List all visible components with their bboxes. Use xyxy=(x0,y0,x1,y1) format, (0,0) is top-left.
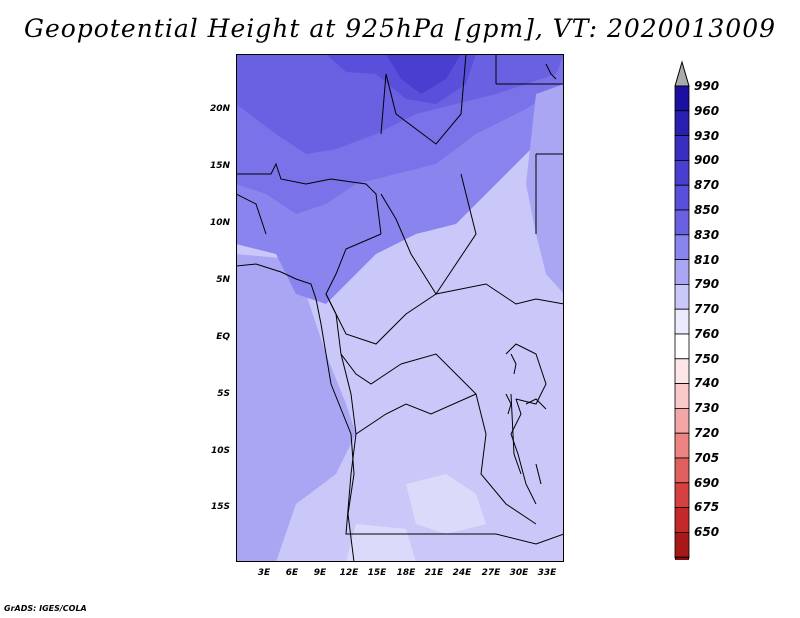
colorbar-arrow-top xyxy=(674,60,690,87)
colorbar-segment xyxy=(674,457,690,484)
colorbar-segment xyxy=(674,383,690,409)
colorbar-arrow-bottom xyxy=(674,556,690,560)
colorbar-segment xyxy=(674,407,690,434)
map-frame xyxy=(236,54,564,562)
colorbar-label-990: 990 xyxy=(694,79,720,93)
colorbar-segment xyxy=(674,482,690,508)
colorbar-label-900: 900 xyxy=(694,153,720,167)
colorbar-label-720: 720 xyxy=(694,426,720,440)
colorbar-label-790: 790 xyxy=(694,277,720,291)
colorbar-label-770: 770 xyxy=(694,302,720,316)
colorbar-segment xyxy=(674,259,690,285)
lon-label-9e: 9E xyxy=(313,568,327,578)
shade-930 xyxy=(386,54,461,94)
colorbar-segment xyxy=(674,507,690,533)
map-panel xyxy=(236,54,564,562)
lat-label-10s: 10S xyxy=(210,446,230,456)
colorbar-segment xyxy=(674,308,690,335)
colorbar-segment xyxy=(674,333,690,360)
lat-label-10n: 10N xyxy=(209,218,230,228)
colorbar-label-830: 830 xyxy=(694,228,720,242)
colorbar-segment xyxy=(674,283,690,310)
country-borders xyxy=(236,54,564,545)
shade-790-south xyxy=(406,474,486,534)
colorbar-label-650: 650 xyxy=(694,525,720,539)
colorbar-label-810: 810 xyxy=(694,253,720,267)
colorbar-label-740: 740 xyxy=(694,376,720,390)
colorbar-segment xyxy=(674,432,690,459)
lon-label-15e: 15E xyxy=(367,568,387,578)
shade-790-southwest xyxy=(346,524,416,562)
colorbar-label-690: 690 xyxy=(694,476,720,490)
lat-label-15n: 15N xyxy=(209,161,230,171)
height-field-map xyxy=(236,54,564,562)
lat-label-eq: EQ xyxy=(216,332,230,342)
lat-label-15s: 15S xyxy=(210,502,230,512)
colorbar-label-930: 930 xyxy=(694,129,720,143)
coastline xyxy=(236,263,355,562)
lat-label-20n: 20N xyxy=(209,104,230,114)
colorbar-segment xyxy=(674,160,690,186)
lat-label-5n: 5N xyxy=(216,275,230,285)
colorbar-label-705: 705 xyxy=(694,451,720,465)
colorbar-label-760: 760 xyxy=(694,327,720,341)
lon-label-27e: 27E xyxy=(481,568,501,578)
lon-label-30e: 30E xyxy=(509,568,529,578)
colorbar-label-675: 675 xyxy=(694,500,720,514)
ocean-shade xyxy=(236,254,356,562)
lon-label-24e: 24E xyxy=(452,568,472,578)
colorbar-label-850: 850 xyxy=(694,203,720,217)
lon-label-6e: 6E xyxy=(285,568,299,578)
colorbar-label-750: 750 xyxy=(694,352,720,366)
grads-credit: GrADS: IGES/COLA xyxy=(4,604,87,613)
colorbar-segment xyxy=(674,135,690,161)
colorbar xyxy=(674,60,690,560)
colorbar-label-730: 730 xyxy=(694,401,720,415)
colorbar-segment xyxy=(674,358,690,384)
colorbar-label-960: 960 xyxy=(694,104,720,118)
map-title: Geopotential Height at 925hPa [gpm], VT:… xyxy=(23,14,777,43)
colorbar-label-870: 870 xyxy=(694,178,720,192)
lakes xyxy=(505,63,557,485)
colorbar-segment xyxy=(674,209,690,236)
colorbar-segment xyxy=(674,531,690,558)
shade-810-east xyxy=(526,84,564,294)
lat-label-5s: 5S xyxy=(217,389,230,399)
shade-870 xyxy=(236,54,564,154)
lon-label-3e: 3E xyxy=(257,568,271,578)
lon-label-33e: 33E xyxy=(537,568,557,578)
lon-label-18e: 18E xyxy=(396,568,416,578)
colorbar-segment xyxy=(674,234,690,261)
lon-label-12e: 12E xyxy=(339,568,359,578)
colorbar-segment xyxy=(674,85,690,112)
lon-label-21e: 21E xyxy=(424,568,444,578)
colorbar-segment xyxy=(674,110,690,136)
colorbar-segment xyxy=(674,184,690,211)
